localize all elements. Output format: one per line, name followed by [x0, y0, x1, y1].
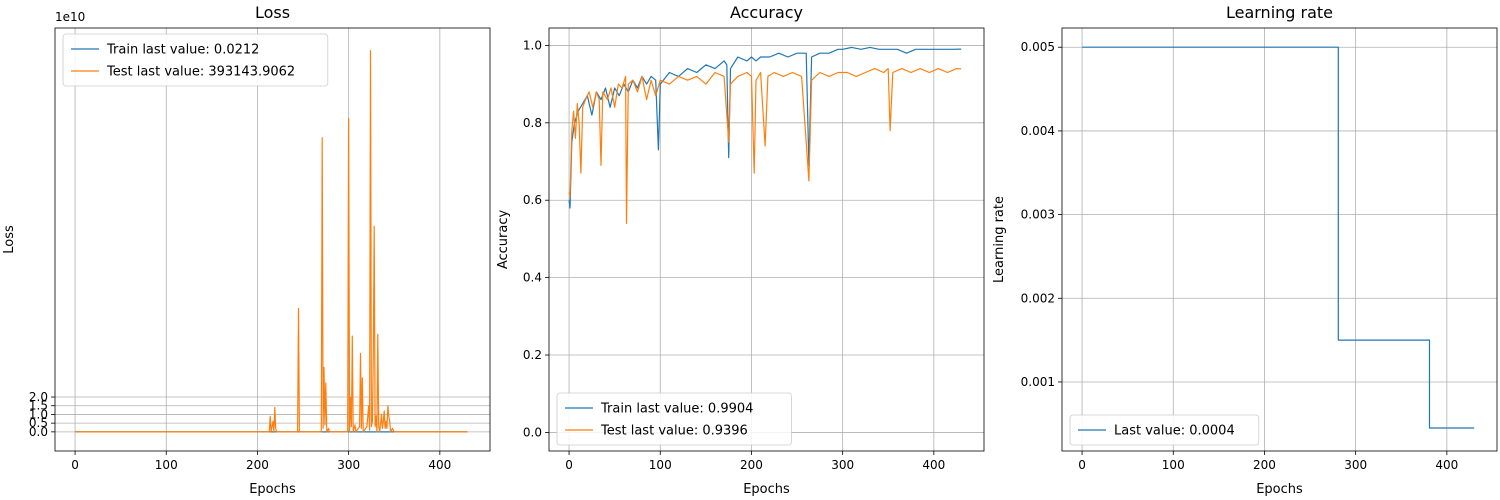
series-line-1	[568, 46, 962, 209]
chart-3: 0 100 200 300 400 0.001 0.002 0.003 0.004 0.005 Le…	[992, 3, 1498, 497]
y-axis-label: Learning rate	[992, 196, 1007, 283]
grid-lines	[55, 28, 490, 451]
axes-frame	[54, 27, 491, 452]
legend-entry-1: Train last value: 0.9904	[600, 402, 753, 417]
grid-lines	[1062, 28, 1497, 451]
x-tick-label: 200	[246, 458, 269, 472]
series-line-2	[75, 49, 468, 433]
y-tick-label: 2.0	[29, 390, 48, 404]
x-tick-label: 100	[649, 458, 672, 472]
legend: Train last value: 0.9904 Test last value:…	[556, 392, 792, 446]
x-tick-label: 400	[1435, 458, 1458, 472]
legend-frame	[1069, 414, 1260, 446]
axes-frame	[1061, 27, 1498, 452]
y-tick-label: 0.001	[1021, 375, 1055, 389]
legend-entry-1: Train last value: 0.0212	[106, 43, 259, 58]
x-tick-label: 100	[1162, 458, 1185, 472]
x-axis-label: Epochs	[743, 482, 790, 497]
x-axis-label: Epochs	[249, 482, 296, 497]
x-tick-label: 200	[1253, 458, 1276, 472]
legend: Train last value: 0.0212 Test last value:…	[62, 33, 329, 87]
legend-entry-1: Last value: 0.0004	[1114, 424, 1235, 439]
y-axis-label: Loss	[2, 225, 17, 254]
y-tick-label: 0.0	[29, 425, 48, 439]
chart-1: 0 100 200 300 400 0.00.51.01.52.0 1e10 Loss Epoc…	[2, 3, 491, 497]
x-tick-label: 400	[428, 458, 451, 472]
legend: Last value: 0.0004	[1069, 414, 1260, 446]
chart-2: 0 100 200 300 400 0.0 0.2 0.4 0.6 0.8 1.0 Accuracy E…	[496, 3, 985, 497]
x-tick-label: 300	[831, 458, 854, 472]
y-tick-label: 0.002	[1021, 291, 1055, 305]
y-tick-label: 0.5	[29, 416, 48, 430]
x-tick-label: 0	[1078, 458, 1086, 472]
chart-title: Learning rate	[1226, 3, 1333, 22]
legend-frame	[556, 392, 792, 446]
x-tick-label: 300	[1344, 458, 1367, 472]
series-line-2	[568, 67, 962, 224]
axis-offset-text: 1e10	[55, 10, 85, 24]
chart-title: Loss	[255, 3, 290, 22]
axes-frame	[548, 27, 985, 452]
y-axis-label: Accuracy	[496, 210, 511, 270]
y-tick-label: 1.0	[523, 38, 542, 52]
y-tick-label: 0.4	[523, 271, 542, 285]
y-tick-label: 0.005	[1021, 40, 1055, 54]
y-tick-label: 0.8	[523, 116, 542, 130]
legend-entry-2: Test last value: 0.9396	[600, 424, 748, 439]
x-tick-label: 0	[71, 458, 79, 472]
legend-frame	[62, 33, 329, 87]
y-tick-label: 0.6	[523, 193, 542, 207]
series-line-1	[1082, 46, 1475, 429]
x-tick-label: 300	[337, 458, 360, 472]
y-tick-label: 0.2	[523, 348, 542, 362]
x-tick-label: 0	[565, 458, 573, 472]
y-tick-label: 0.0	[523, 425, 542, 439]
y-tick-label: 1.5	[29, 399, 48, 413]
y-tick-label: 0.004	[1021, 124, 1055, 138]
legend-entry-2: Test last value: 393143.9062	[106, 65, 295, 80]
chart-title: Accuracy	[730, 3, 803, 22]
x-tick-label: 400	[922, 458, 945, 472]
y-tick-label: 1.0	[29, 407, 48, 421]
x-axis-label: Epochs	[1256, 482, 1303, 497]
x-tick-label: 100	[155, 458, 178, 472]
x-tick-label: 200	[740, 458, 763, 472]
y-tick-label: 0.003	[1021, 208, 1055, 222]
